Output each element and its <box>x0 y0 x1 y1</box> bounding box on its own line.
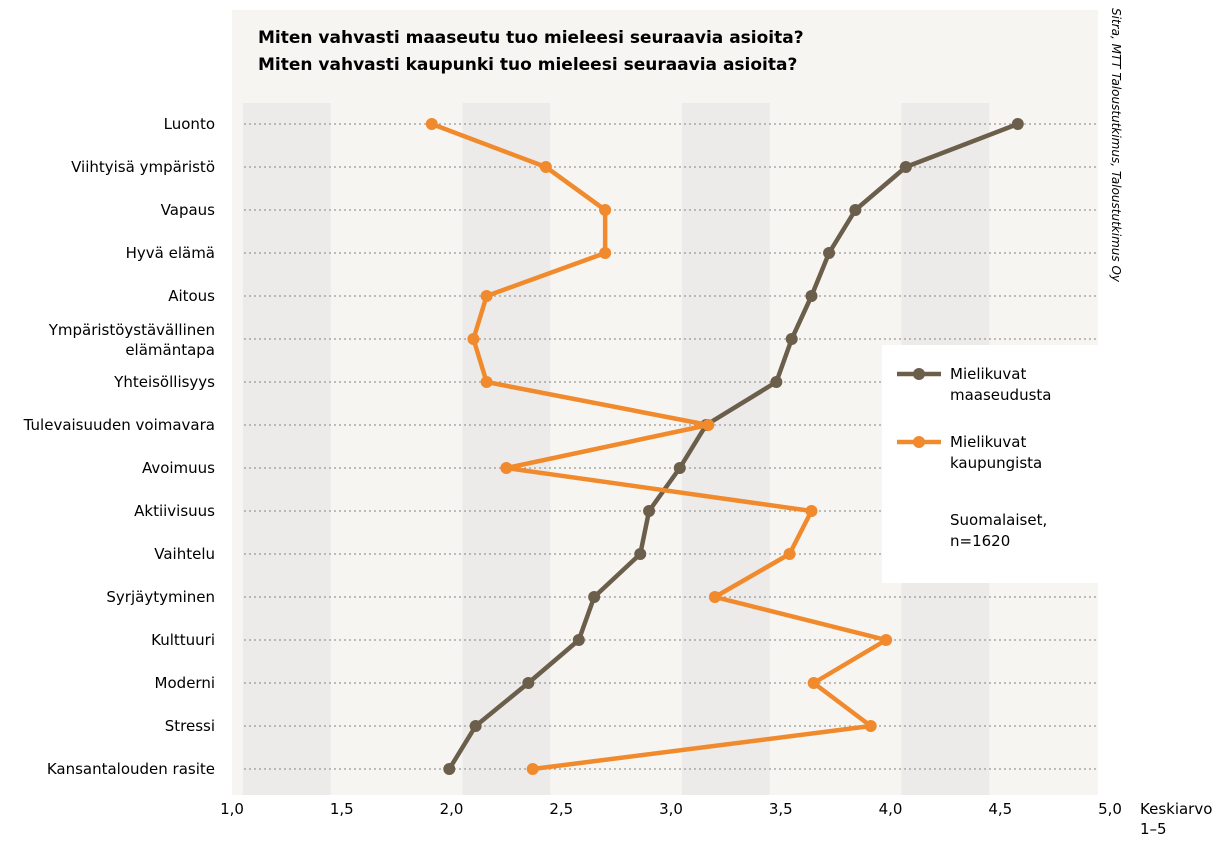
legend-label: kaupungista <box>950 454 1042 472</box>
sample-note-line: Suomalaiset, <box>950 511 1047 529</box>
data-point <box>899 161 912 173</box>
legend-label: Mielikuvat <box>950 365 1026 383</box>
data-point <box>673 462 686 474</box>
x-tick-label: 4,0 <box>879 800 903 818</box>
data-point <box>539 161 552 173</box>
band <box>242 103 331 795</box>
data-point <box>702 419 715 431</box>
legend-label: Mielikuvat <box>950 433 1026 451</box>
category-label: Kulttuuri <box>151 631 215 649</box>
category-label: Aitous <box>168 287 215 305</box>
data-point <box>805 505 818 517</box>
sample-note: Suomalaiset, n=1620 <box>950 511 1047 550</box>
x-tick-label: 2,0 <box>440 800 464 818</box>
data-point <box>522 677 535 689</box>
x-tick-label: 1,5 <box>330 800 354 818</box>
x-tick-label: 3,5 <box>769 800 793 818</box>
category-label: Yhteisöllisyys <box>113 373 215 391</box>
legend-marker <box>913 436 925 448</box>
data-point <box>469 720 482 732</box>
data-point <box>425 118 438 130</box>
category-label: Luonto <box>164 115 215 133</box>
band <box>462 103 551 795</box>
category-label: Vapaus <box>161 201 216 219</box>
data-point <box>823 247 836 259</box>
data-point <box>1011 118 1024 130</box>
x-tick-label: 2,5 <box>549 800 573 818</box>
category-label: elämäntapa <box>125 341 215 359</box>
legend-box <box>882 345 1098 583</box>
data-point <box>708 591 721 603</box>
data-point <box>599 247 612 259</box>
category-label: Avoimuus <box>142 459 215 477</box>
data-point <box>864 720 877 732</box>
data-point <box>785 333 798 345</box>
category-label: Tulevaisuuden voimavara <box>23 416 215 434</box>
series-line-1 <box>429 121 889 772</box>
chart-subtitle: Miten vahvasti kaupunki tuo mieleesi seu… <box>258 55 797 75</box>
category-label: Syrjäytyminen <box>106 588 215 606</box>
x-axis-label-sub: 1–5 <box>1140 820 1167 838</box>
category-label: Vaihtelu <box>154 545 215 563</box>
data-point <box>849 204 862 216</box>
data-point <box>807 677 820 689</box>
series-lines <box>425 118 1024 775</box>
category-label: Aktiivisuus <box>134 502 215 520</box>
chart-title: Miten vahvasti maaseutu tuo mieleesi seu… <box>258 28 804 48</box>
x-tick-label: 4,5 <box>988 800 1012 818</box>
category-labels: Luonto Viihtyisä ympäristö Vapaus Hyvä eläm… <box>23 115 216 778</box>
data-point <box>443 763 456 775</box>
x-axis-label: Keskiarvo <box>1140 800 1212 818</box>
source-note: Sitra, MTT Taloustutkimus, Taloustutkimu… <box>1109 8 1123 283</box>
sample-note-line: n=1620 <box>950 532 1010 550</box>
data-point <box>783 548 796 560</box>
category-label: Kansantalouden rasite <box>47 760 215 778</box>
category-label: Viihtyisä ympäristö <box>71 158 215 176</box>
band <box>681 103 770 795</box>
data-point <box>599 204 612 216</box>
legend-marker <box>913 368 925 380</box>
legend: Mielikuvat maaseudusta Mielikuvat kaupungis… <box>897 365 1051 472</box>
data-point <box>480 376 493 388</box>
category-label: Stressi <box>165 717 215 735</box>
category-label: Moderni <box>155 674 215 692</box>
data-point <box>880 634 893 646</box>
data-point <box>643 505 656 517</box>
x-tick-label: 3,0 <box>659 800 683 818</box>
data-point <box>588 591 601 603</box>
category-label: Ympäristöystävällinen <box>48 321 215 339</box>
data-point <box>634 548 647 560</box>
legend-label: maaseudusta <box>950 386 1051 404</box>
x-tick-labels: 1,0 1,5 2,0 2,5 3,0 3,5 4,0 4,5 5,0 <box>220 800 1122 818</box>
data-point <box>770 376 783 388</box>
series-line-0 <box>447 121 1021 772</box>
data-point <box>526 763 539 775</box>
data-point <box>500 462 513 474</box>
data-point <box>805 290 818 302</box>
data-point <box>572 634 585 646</box>
category-label: Hyvä elämä <box>126 244 215 262</box>
x-tick-label: 5,0 <box>1098 800 1122 818</box>
x-tick-label: 1,0 <box>220 800 244 818</box>
gridlines <box>244 123 1098 770</box>
data-point <box>467 333 480 345</box>
data-point <box>480 290 493 302</box>
